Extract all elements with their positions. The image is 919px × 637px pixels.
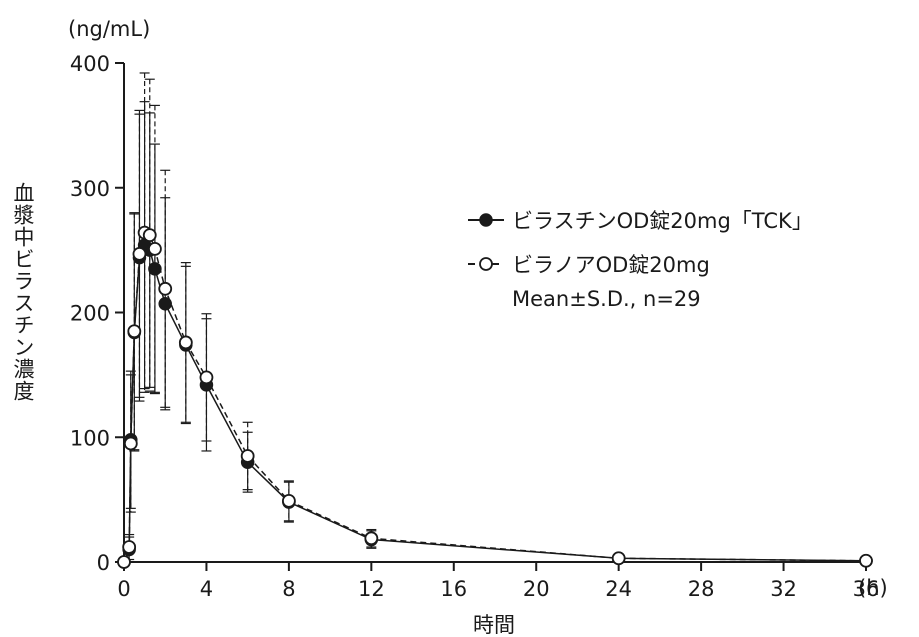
legend-entry-bilanoa: ビラノアOD錠20mg xyxy=(468,253,710,277)
y-tick-label: 400 xyxy=(70,52,110,76)
x-tick-label: 32 xyxy=(770,577,797,601)
x-tick-label: 16 xyxy=(440,577,467,601)
series-lines xyxy=(123,231,867,563)
data-point-bilanoa xyxy=(127,324,142,339)
error-bars xyxy=(124,72,871,563)
legend-entry-tck: ビラスチンOD錠20mg「TCK」 xyxy=(468,209,813,233)
x-tick-label: 24 xyxy=(605,577,632,601)
x-tick-label: 20 xyxy=(523,577,550,601)
x-tick-label: 12 xyxy=(358,577,385,601)
x-tick-label: 8 xyxy=(282,577,295,601)
legend-label-bilanoa: ビラノアOD錠20mg xyxy=(512,253,710,277)
data-point-tck xyxy=(148,262,162,276)
data-point-bilanoa xyxy=(123,436,138,451)
data-point-bilanoa xyxy=(132,246,147,261)
data-point-bilanoa xyxy=(281,493,296,508)
data-point-bilanoa xyxy=(199,370,214,385)
legend-note: Mean±S.D., n=29 xyxy=(512,287,701,311)
data-point-bilanoa xyxy=(117,555,131,569)
x-tick-label: 4 xyxy=(200,577,213,601)
series-line-bilanoa xyxy=(123,231,867,563)
x-unit-label: (h) xyxy=(858,576,888,600)
data-point-bilanoa xyxy=(148,241,162,256)
y-tick-label: 100 xyxy=(70,426,110,450)
y-tick-label: 0 xyxy=(97,551,110,575)
data-point-bilanoa xyxy=(178,335,193,350)
legend: ビラスチンOD錠20mg「TCK」 ビラノアOD錠20mg Mean±S.D.,… xyxy=(468,209,813,311)
y-tick-label: 200 xyxy=(70,302,110,326)
data-point-tck xyxy=(158,297,172,311)
x-tick-label: 0 xyxy=(117,577,130,601)
data-point-bilanoa xyxy=(142,228,157,243)
data-point-bilanoa xyxy=(364,531,379,546)
y-tick-label: 300 xyxy=(70,177,110,201)
series-markers xyxy=(117,225,873,569)
data-point-bilanoa xyxy=(122,540,137,554)
legend-label-tck: ビラスチンOD錠20mg「TCK」 xyxy=(512,209,813,233)
x-axis-title: 時間 xyxy=(473,613,515,637)
x-tick-label: 36 xyxy=(853,577,880,601)
data-point-bilanoa xyxy=(611,551,626,566)
y-axis-title: 血漿中ビラスチン濃度 xyxy=(11,182,35,402)
data-point-bilanoa xyxy=(859,553,873,568)
x-tick-label: 28 xyxy=(688,577,715,601)
data-point-bilanoa xyxy=(240,449,255,463)
axes: 0 4 8 12 16 20 24 28 32 36 0 100 200 300 400 xyxy=(70,52,879,601)
legend-marker-tck xyxy=(479,213,493,227)
series-line-tck xyxy=(123,243,867,563)
legend-marker-bilanoa xyxy=(479,257,493,271)
y-unit-label: (ng/mL) xyxy=(68,17,150,41)
data-point-bilanoa xyxy=(158,281,173,296)
